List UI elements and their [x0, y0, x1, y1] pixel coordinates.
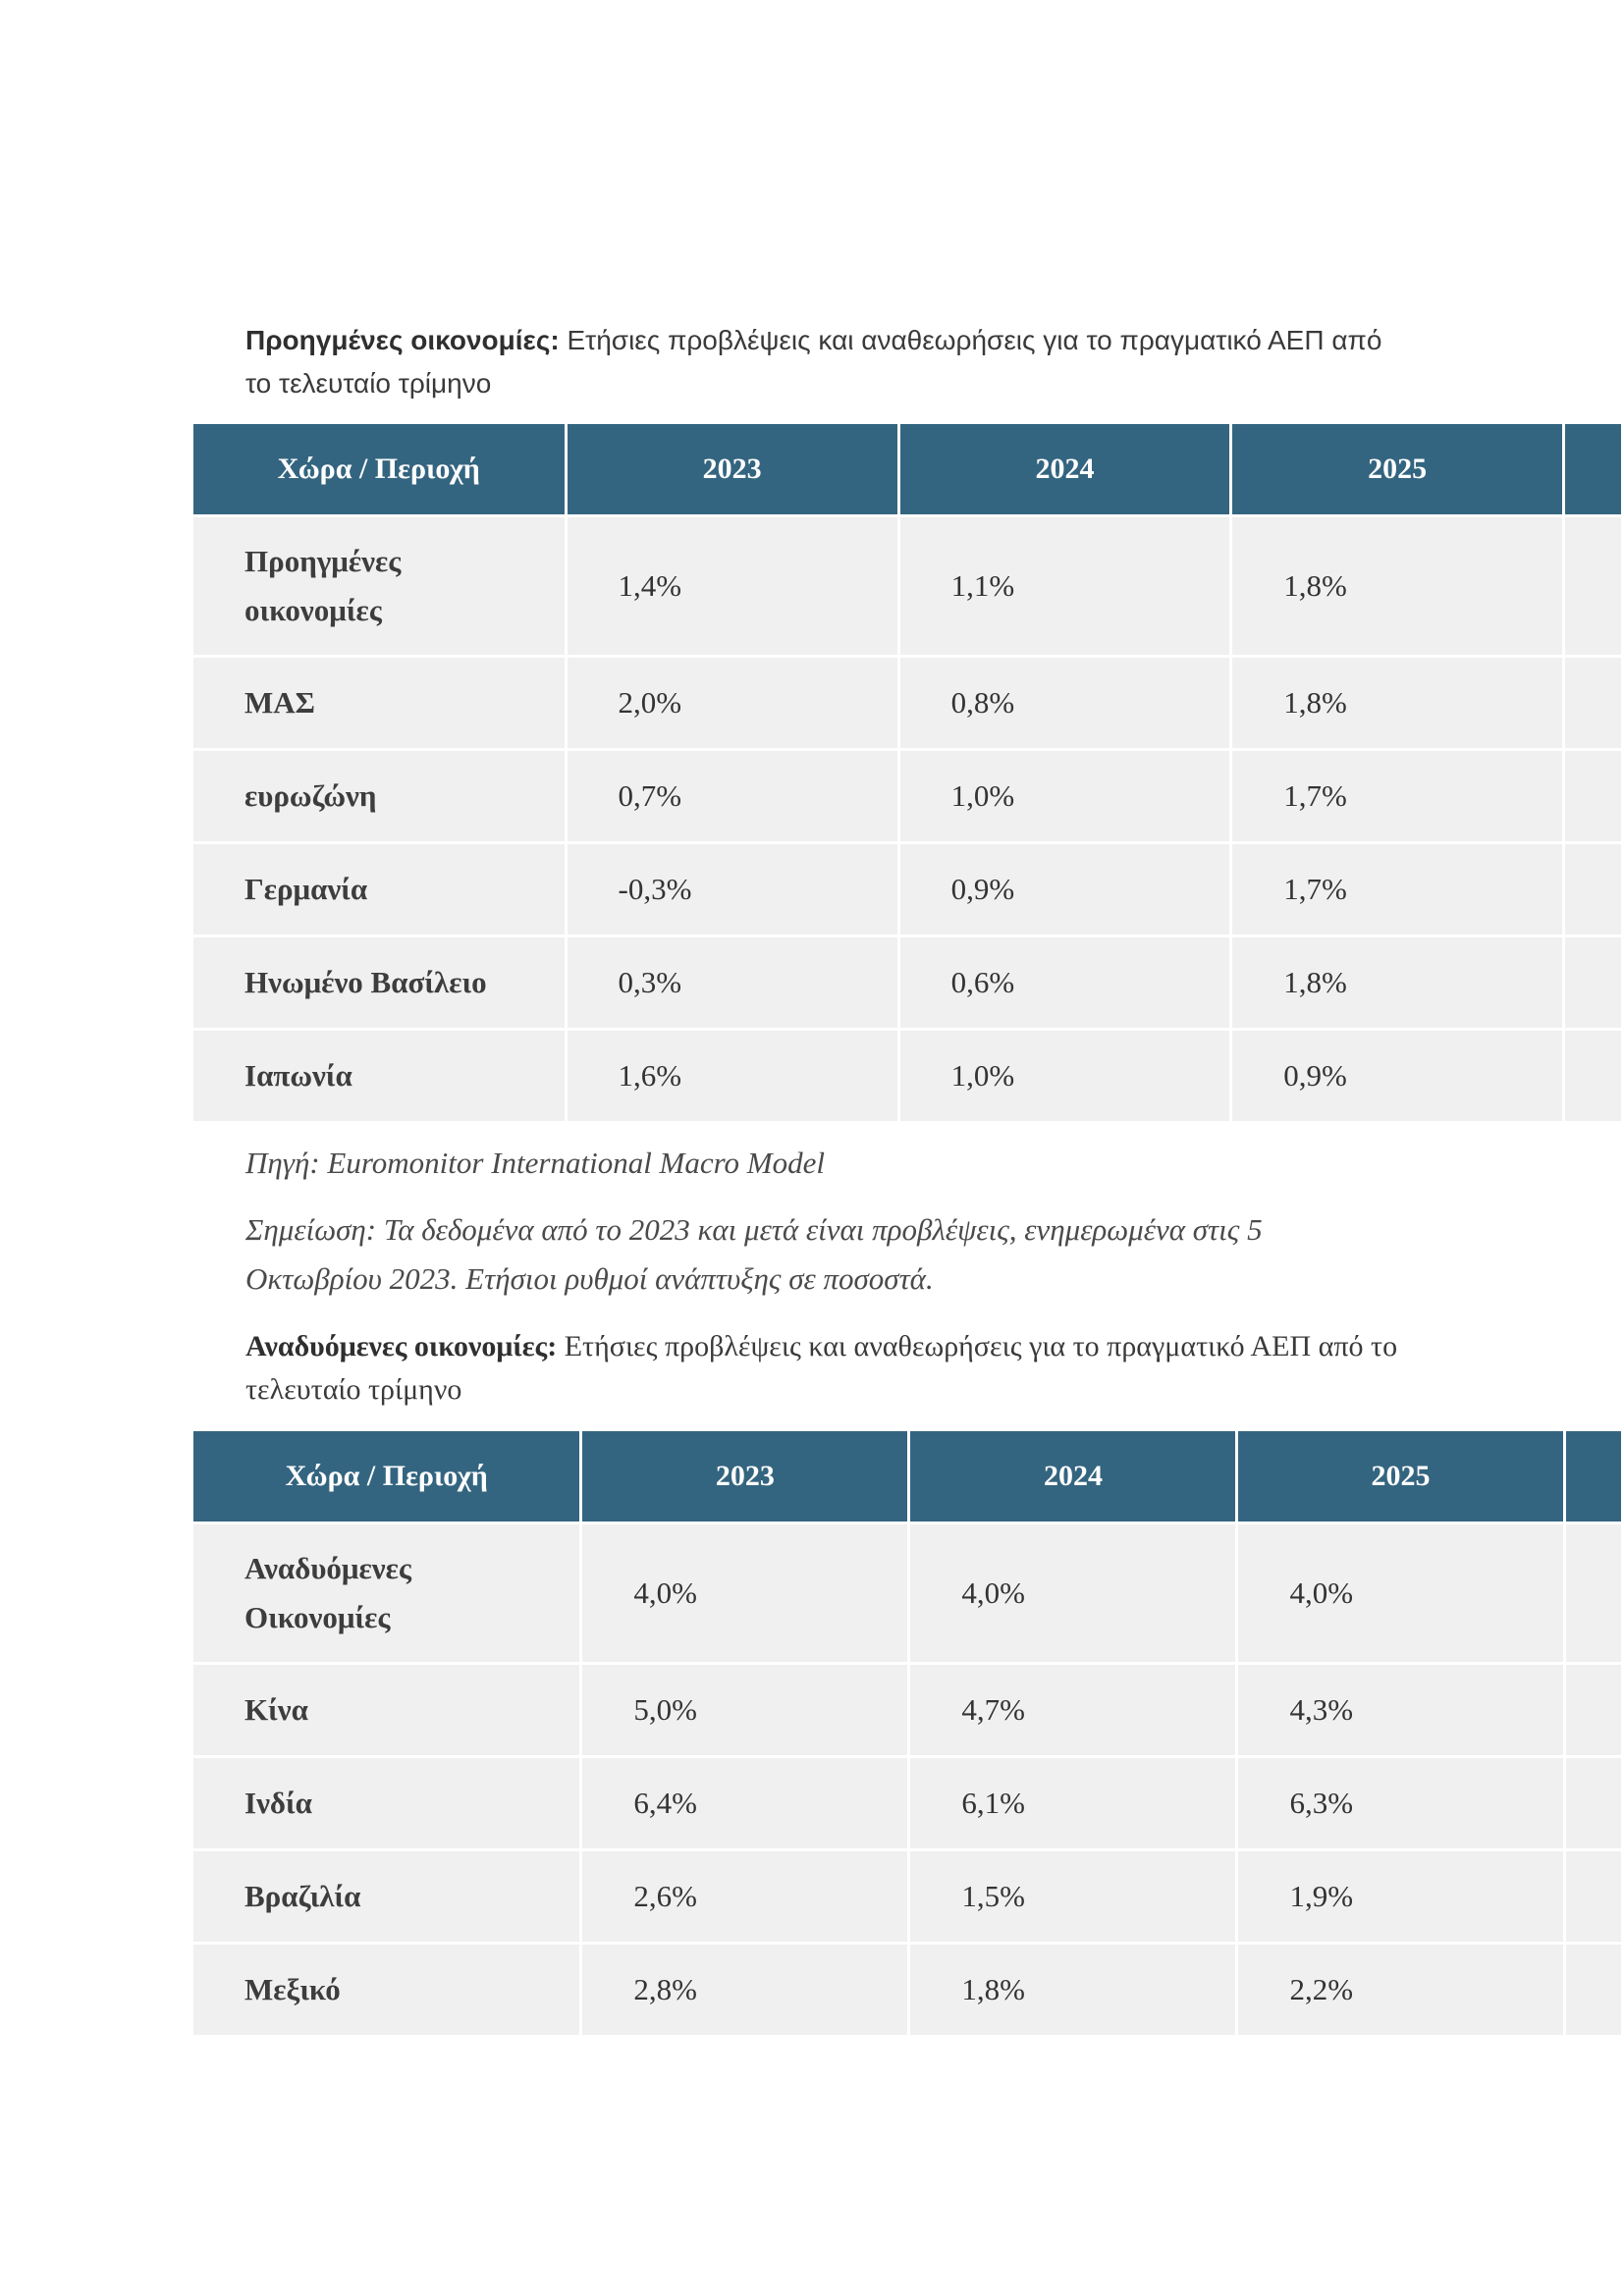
value-cell: 1,1% — [899, 517, 1230, 655]
table-row: Ηνωμένο Βασίλειο 0,3% 0,6% 1,8% — [193, 937, 1621, 1028]
section1-title: Προηγμένες οικονομίες: Ετήσιες προβλέψει… — [245, 319, 1404, 405]
value-cell: 4,7% — [910, 1665, 1236, 1755]
column-header-2024: 2024 — [899, 424, 1230, 514]
value-cell: 2,2% — [1238, 1945, 1563, 2035]
value-cell: 1,5% — [910, 1851, 1236, 1942]
value-cell: 4,0% — [1238, 1524, 1563, 1662]
section2-title-bold: Αναδυόμενες οικονομίες: — [245, 1330, 558, 1362]
table-row: Ινδία 6,4% 6,1% 6,3% — [193, 1758, 1621, 1848]
column-header-2023: 2023 — [582, 1431, 908, 1522]
table-row: Βραζιλία 2,6% 1,5% 1,9% — [193, 1851, 1621, 1942]
column-header-region: Χώρα / Περιοχή — [193, 1431, 580, 1522]
table-row: Προηγμένες οικονομίες 1,4% 1,1% 1,8% — [193, 517, 1621, 655]
value-cell: 1,9% — [1238, 1851, 1563, 1942]
value-cell: 0,7% — [567, 751, 897, 841]
region-cell: Προηγμένες οικονομίες — [193, 517, 565, 655]
value-cell: 1,0% — [899, 751, 1230, 841]
region-cell: Ηνωμένο Βασίλειο — [193, 937, 565, 1028]
table-row: Μεξικό 2,8% 1,8% 2,2% — [193, 1945, 1621, 2035]
table-row: ευρωζώνη 0,7% 1,0% 1,7% — [193, 751, 1621, 841]
table-row: Κίνα 5,0% 4,7% 4,3% — [193, 1665, 1621, 1755]
section2-title: Αναδυόμενες οικονομίες: Ετήσιες προβλέψε… — [245, 1325, 1404, 1412]
empty-cell — [1565, 1524, 1621, 1662]
empty-cell — [1564, 658, 1621, 748]
value-cell: 1,8% — [1232, 517, 1562, 655]
value-cell: 0,9% — [1232, 1031, 1562, 1121]
value-cell: 2,0% — [567, 658, 897, 748]
section2-title-text: Ετήσιες προβλέψεις και αναθεωρήσεις για … — [245, 1330, 1398, 1406]
section1-title-bold: Προηγμένες οικονομίες: — [245, 325, 560, 355]
region-cell: Μεξικό — [193, 1945, 580, 2035]
empty-cell — [1564, 1031, 1621, 1121]
region-cell: ευρωζώνη — [193, 751, 565, 841]
value-cell: 2,8% — [582, 1945, 908, 2035]
column-header-2025: 2025 — [1238, 1431, 1563, 1522]
table-row: Γερμανία -0,3% 0,9% 1,7% — [193, 844, 1621, 934]
value-cell: 0,8% — [899, 658, 1230, 748]
value-cell: 6,4% — [582, 1758, 908, 1848]
region-cell: Γερμανία — [193, 844, 565, 934]
table-header-row: Χώρα / Περιοχή 2023 2024 2025 — [193, 1431, 1621, 1522]
footnote: Σημείωση: Τα δεδομένα από το 2023 και με… — [245, 1212, 1263, 1296]
table-row: ΜΑΣ 2,0% 0,8% 1,8% — [193, 658, 1621, 748]
value-cell: 4,0% — [910, 1524, 1236, 1662]
column-header-2024: 2024 — [910, 1431, 1236, 1522]
value-cell: 4,3% — [1238, 1665, 1563, 1755]
value-cell: 5,0% — [582, 1665, 908, 1755]
region-cell: ΜΑΣ — [193, 658, 565, 748]
empty-cell — [1564, 844, 1621, 934]
empty-cell — [1565, 1665, 1621, 1755]
empty-cell — [1564, 937, 1621, 1028]
advanced-economies-table: Χώρα / Περιοχή 2023 2024 2025 Προηγμένες… — [193, 424, 1624, 1124]
source-note: Πηγή: Euromonitor International Macro Mo… — [245, 1146, 825, 1180]
value-cell: -0,3% — [567, 844, 897, 934]
table-row: Αναδυόμενες Οικονομίες 4,0% 4,0% 4,0% — [193, 1524, 1621, 1662]
region-cell: Βραζιλία — [193, 1851, 580, 1942]
value-cell: 4,0% — [582, 1524, 908, 1662]
value-cell: 6,3% — [1238, 1758, 1563, 1848]
section1-title-text: Ετήσιες προβλέψεις και αναθεωρήσεις για … — [245, 325, 1382, 399]
value-cell: 1,7% — [1232, 844, 1562, 934]
empty-cell — [1564, 517, 1621, 655]
column-header-2023: 2023 — [567, 424, 897, 514]
region-cell: Ιαπωνία — [193, 1031, 565, 1121]
emerging-economies-table: Χώρα / Περιοχή 2023 2024 2025 Αναδυόμενε… — [193, 1431, 1624, 2038]
table-row: Ιαπωνία 1,6% 1,0% 0,9% — [193, 1031, 1621, 1121]
column-header-2025: 2025 — [1232, 424, 1562, 514]
column-header-cut — [1565, 1431, 1621, 1522]
value-cell: 1,8% — [910, 1945, 1236, 2035]
value-cell: 0,9% — [899, 844, 1230, 934]
empty-cell — [1565, 1758, 1621, 1848]
value-cell: 1,8% — [1232, 658, 1562, 748]
value-cell: 2,6% — [582, 1851, 908, 1942]
empty-cell — [1565, 1945, 1621, 2035]
value-cell: 1,4% — [567, 517, 897, 655]
value-cell: 1,0% — [899, 1031, 1230, 1121]
region-cell: Αναδυόμενες Οικονομίες — [193, 1524, 580, 1662]
region-cell: Ινδία — [193, 1758, 580, 1848]
column-header-cut — [1564, 424, 1621, 514]
region-cell: Κίνα — [193, 1665, 580, 1755]
empty-cell — [1565, 1851, 1621, 1942]
value-cell: 6,1% — [910, 1758, 1236, 1848]
value-cell: 0,6% — [899, 937, 1230, 1028]
empty-cell — [1564, 751, 1621, 841]
value-cell: 1,7% — [1232, 751, 1562, 841]
value-cell: 0,3% — [567, 937, 897, 1028]
table-header-row: Χώρα / Περιοχή 2023 2024 2025 — [193, 424, 1621, 514]
value-cell: 1,6% — [567, 1031, 897, 1121]
column-header-region: Χώρα / Περιοχή — [193, 424, 565, 514]
value-cell: 1,8% — [1232, 937, 1562, 1028]
